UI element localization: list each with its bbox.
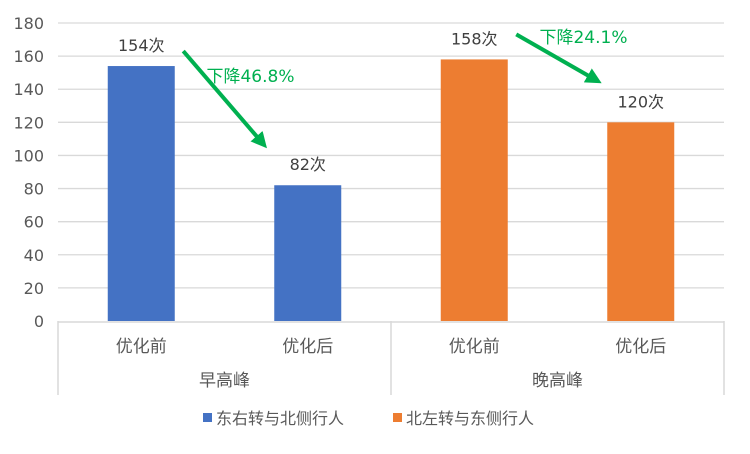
y-tick-label: 0 <box>34 312 44 331</box>
x-tick-label: 优化前 <box>449 337 500 357</box>
y-tick-label: 120 <box>13 113 44 132</box>
bar <box>107 66 175 322</box>
y-tick-label: 40 <box>24 246 44 265</box>
y-tick-label: 100 <box>13 146 44 165</box>
data-labels: 154次 82次 158次 120次 <box>118 29 664 174</box>
legend-swatch <box>203 413 212 422</box>
x-tick-label: 优化前 <box>116 337 167 357</box>
bars <box>107 59 675 322</box>
annotation-label: 下降24.1% <box>539 28 627 48</box>
y-tick-label: 180 <box>13 14 44 33</box>
trend-arrow <box>181 49 267 149</box>
group-label: 早高峰 <box>199 371 250 391</box>
annotations: 下降46.8% 下降24.1% <box>181 28 628 149</box>
data-label: 158次 <box>451 29 498 48</box>
legend-swatch <box>393 413 402 422</box>
legend-label: 东右转与北侧行人 <box>216 409 344 428</box>
data-label: 82次 <box>290 155 326 174</box>
x-tick-label: 优化后 <box>615 337 666 357</box>
y-tick-label: 20 <box>24 279 44 298</box>
x-tick-label: 优化后 <box>282 337 333 357</box>
data-label: 154次 <box>118 36 165 55</box>
data-label: 120次 <box>617 92 664 111</box>
y-tick-label: 60 <box>24 213 44 232</box>
annotation-label: 下降46.8% <box>206 67 294 87</box>
trend-arrow <box>515 32 602 84</box>
bar <box>440 59 508 322</box>
y-axis-ticks: 0 20 40 60 80 100 120 140 160 180 <box>13 14 44 331</box>
bar <box>607 122 675 321</box>
bar <box>274 185 342 321</box>
y-tick-label: 80 <box>24 180 44 199</box>
legend: 东右转与北侧行人 北左转与东侧行人 <box>203 409 534 428</box>
group-label: 晚高峰 <box>532 371 583 391</box>
legend-label: 北左转与东侧行人 <box>406 409 534 428</box>
y-tick-label: 160 <box>13 47 44 66</box>
y-tick-label: 140 <box>13 80 44 99</box>
